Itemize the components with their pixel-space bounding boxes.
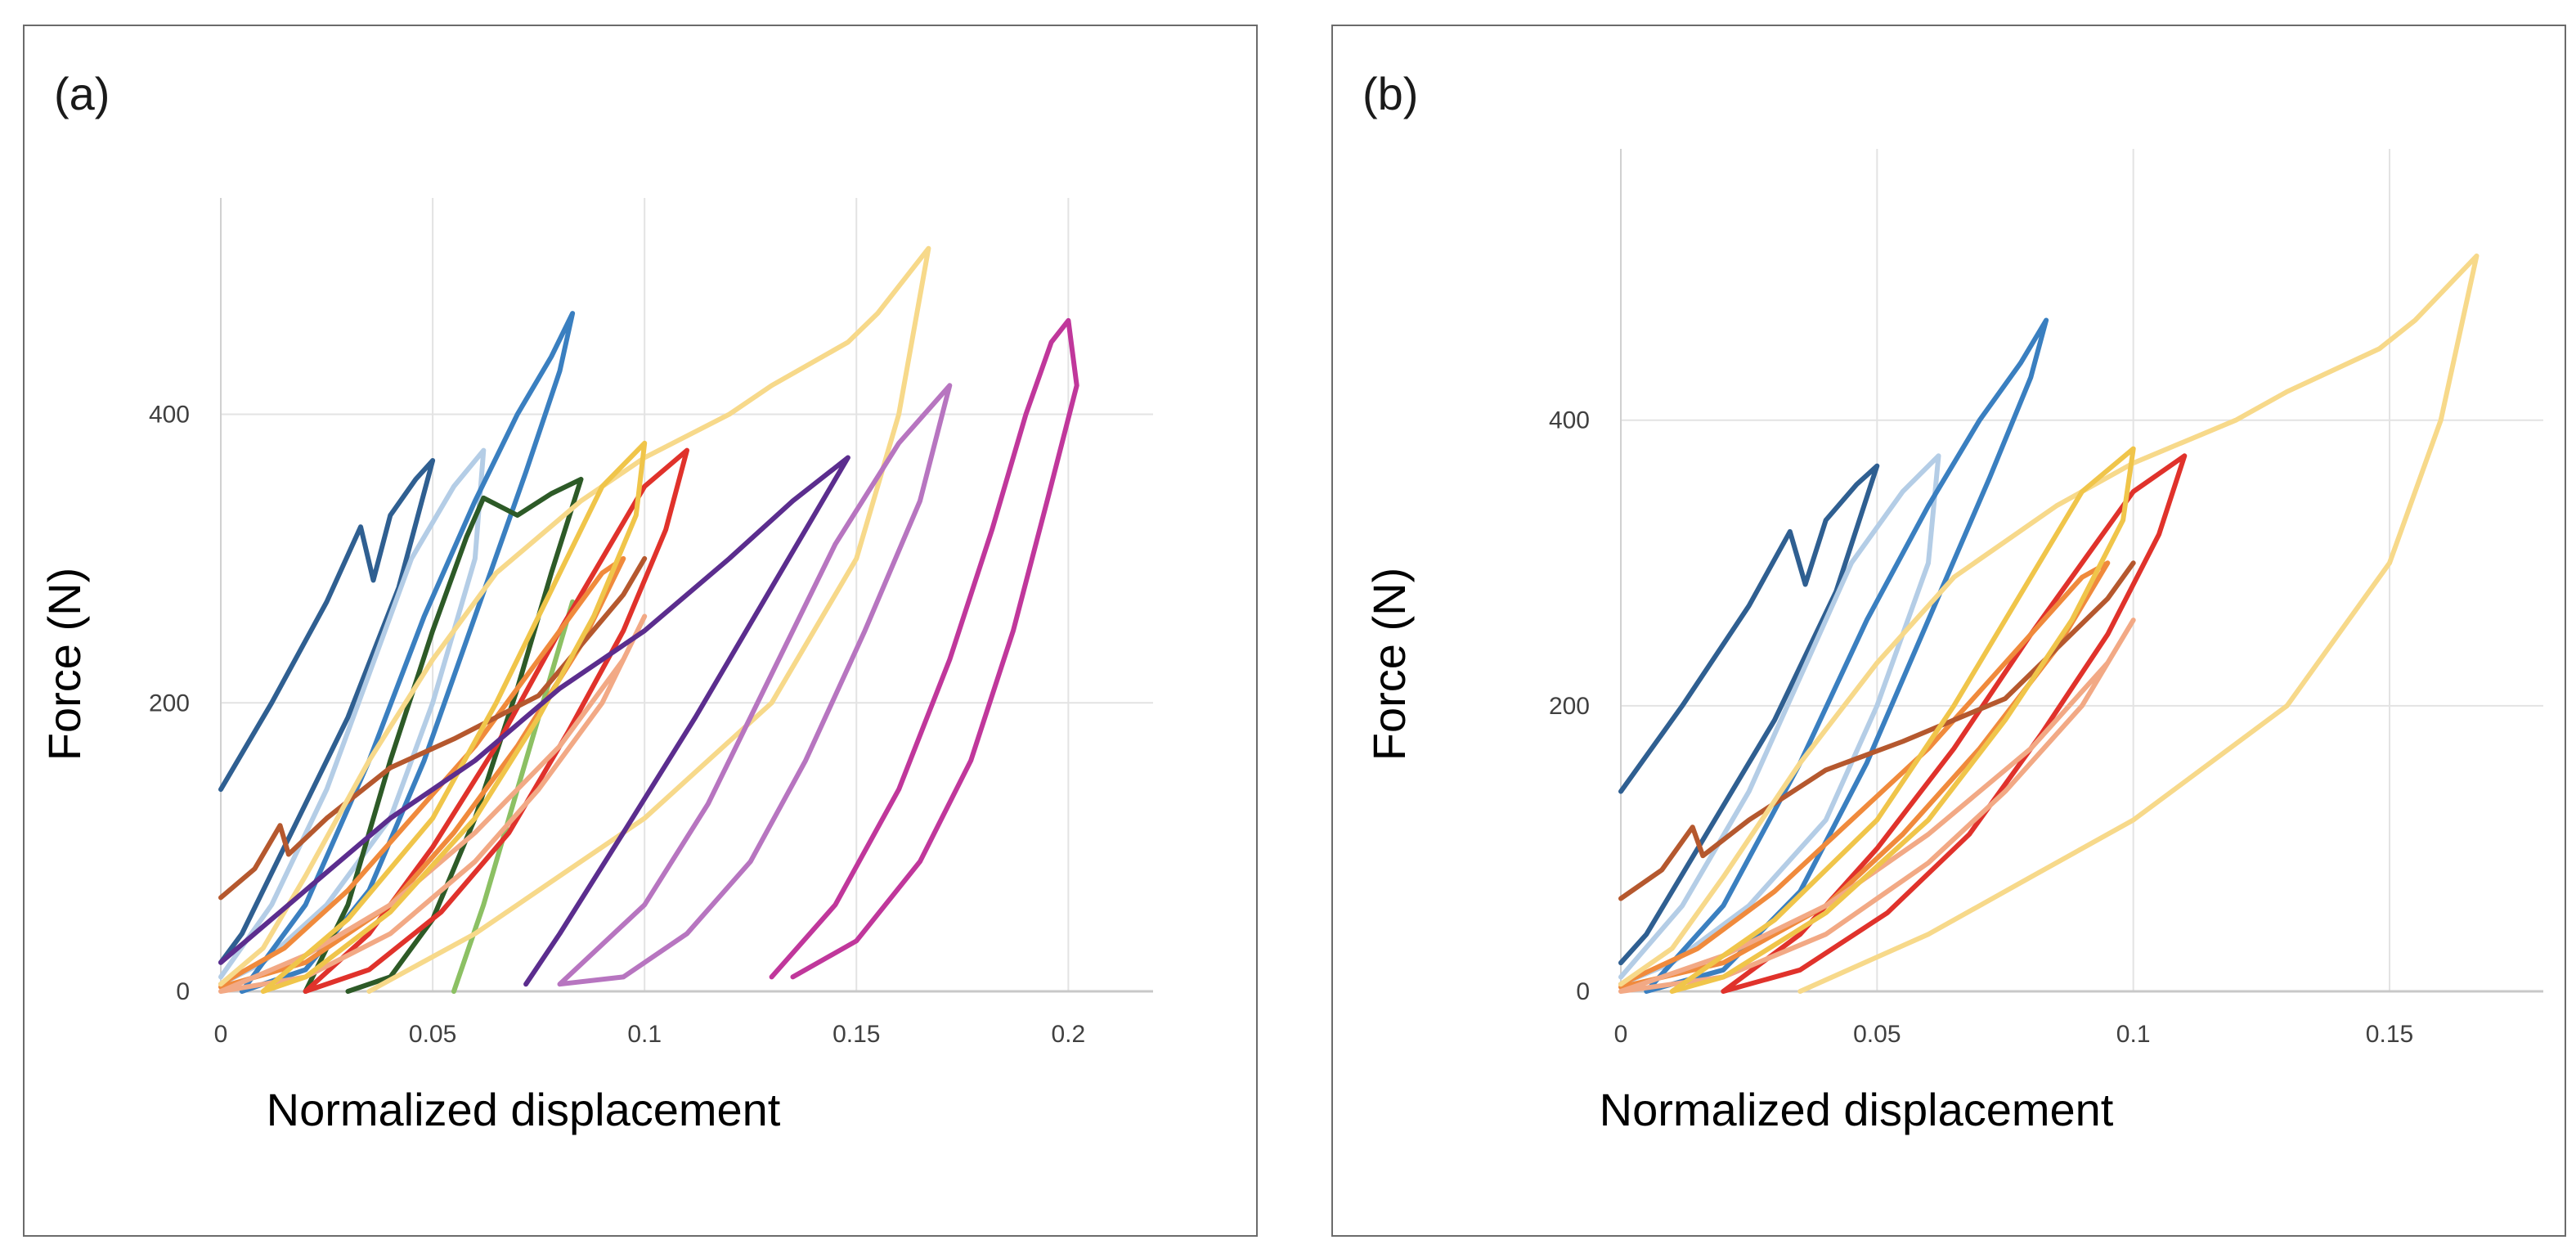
x-tick-label: 0.05 [409,1021,456,1048]
ticks-a: 0 0.05 0.1 0.15 0.2 0 200 400 [149,402,1085,1048]
series-line-yellow [1669,446,2136,994]
series-line-light-yellow [1618,253,2480,994]
panel-a: (a) 0 0.05 0.1 0.15 0.2 0 200 400 Normalized di… [23,25,1258,1237]
series-line-light-blue [218,447,487,987]
series-group-b [1618,253,2480,994]
x-tick-label: 0.15 [2366,1021,2413,1048]
x-tick-label: 0.1 [2116,1021,2151,1048]
x-axis-title-b: Normalized displacement [1600,1084,2114,1135]
ticks-b: 0 0.05 0.1 0.15 0 200 400 [1549,407,2413,1048]
panel-b: (b) 0 0.05 0.1 0.15 0 200 400 Normalized displ… [1331,25,2566,1237]
x-tick-label: 0.2 [1052,1021,1086,1048]
y-tick-label: 400 [1549,407,1590,434]
x-tick-label: 0.05 [1853,1021,1901,1048]
x-axis-title-a: Normalized displacement [267,1084,781,1135]
y-tick-label: 0 [176,978,190,1005]
chart-b: 0 0.05 0.1 0.15 0 200 400 Normalized displacem… [1363,149,2543,1135]
axes-b [1620,149,2543,993]
series-line-red [303,447,689,994]
panel-label-a: (a) [54,68,110,119]
y-tick-label: 200 [149,690,190,717]
y-tick-label: 0 [1576,978,1590,1005]
series-line-yellow [260,440,648,994]
panel-label-b: (b) [1362,68,1419,119]
x-tick-label: 0.1 [627,1021,662,1048]
y-axis-title-b: Force (N) [1363,568,1415,761]
series-line-brown [218,555,648,901]
x-tick-label: 0 [1614,1021,1628,1048]
series-line-purple [218,455,850,987]
grid-b [1621,149,2543,991]
series-line-brown [1618,560,2136,901]
series-line-light-yellow [218,245,931,994]
y-tick-label: 400 [149,402,190,429]
series-line-salmon [1618,618,2136,994]
x-tick-label: 0.15 [832,1021,880,1048]
y-tick-label: 200 [1549,693,1590,720]
series-line-light-purple [557,383,953,987]
series-line-red [1721,453,2188,994]
series-line-light-blue [1618,453,1941,987]
chart-a: 0 0.05 0.1 0.15 0.2 0 200 400 Normalized displa… [38,198,1153,1135]
axes-a [220,198,1153,993]
x-tick-label: 0 [214,1021,228,1048]
series-group-a [218,245,1079,994]
series-line-salmon [218,613,648,994]
y-axis-title-a: Force (N) [38,568,90,761]
series-line-magenta [769,317,1079,980]
